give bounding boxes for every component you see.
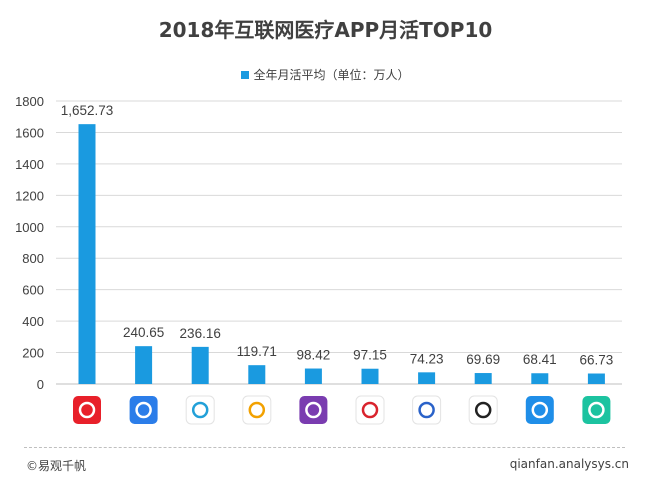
y-tick-label: 0	[37, 377, 44, 392]
bar	[587, 373, 605, 384]
y-tick-label: 1000	[15, 220, 44, 235]
app-icon	[129, 396, 158, 424]
y-tick-label: 600	[22, 283, 44, 298]
bar	[135, 346, 153, 384]
y-tick-label: 1800	[15, 94, 44, 109]
app-icon	[468, 395, 498, 425]
bar	[304, 368, 322, 384]
chart-title: 2018年互联网医疗APP月活TOP10	[158, 18, 493, 42]
y-tick-label: 400	[22, 314, 44, 329]
bar-chart: 0 200 400 600 800 1000 1200 1400 1600 1800 1,652.7…	[15, 94, 622, 425]
app-icon	[525, 396, 554, 424]
y-tick-label: 800	[22, 251, 44, 266]
legend-label: 全年月活平均（单位：万人）	[253, 68, 410, 82]
y-tick-label: 200	[22, 346, 44, 361]
bar	[474, 373, 492, 384]
bar	[191, 346, 209, 384]
y-tick-label: 1200	[15, 188, 44, 203]
app-icon	[185, 395, 215, 425]
app-icon	[242, 395, 272, 425]
data-label: 68.41	[523, 352, 557, 367]
data-label: 119.71	[237, 344, 277, 359]
legend-swatch	[241, 71, 250, 79]
data-label: 66.73	[580, 353, 614, 368]
data-label: 240.65	[123, 325, 164, 340]
y-tick-label: 1400	[15, 157, 44, 172]
bar	[361, 368, 379, 384]
y-tick-label: 1600	[15, 125, 44, 140]
bar	[248, 365, 266, 384]
source-label: qianfan.analysys.cn	[509, 457, 629, 471]
data-label: 69.69	[466, 352, 500, 367]
data-label: 236.16	[180, 326, 221, 341]
bar	[418, 372, 436, 384]
app-icon	[412, 395, 442, 425]
footer-divider	[24, 447, 625, 448]
data-label: 97.15	[353, 348, 387, 363]
bar	[78, 124, 96, 384]
app-icon	[299, 396, 328, 424]
data-label: 1,652.73	[61, 103, 114, 118]
legend: 全年月活平均（单位：万人）	[0, 66, 651, 83]
app-icon	[355, 395, 385, 425]
data-label: 98.42	[297, 348, 331, 363]
app-icon	[73, 396, 101, 424]
brand-label: ©易观千帆	[26, 459, 87, 473]
bar	[531, 373, 549, 384]
app-icon	[582, 396, 611, 424]
data-label: 74.23	[410, 351, 444, 366]
